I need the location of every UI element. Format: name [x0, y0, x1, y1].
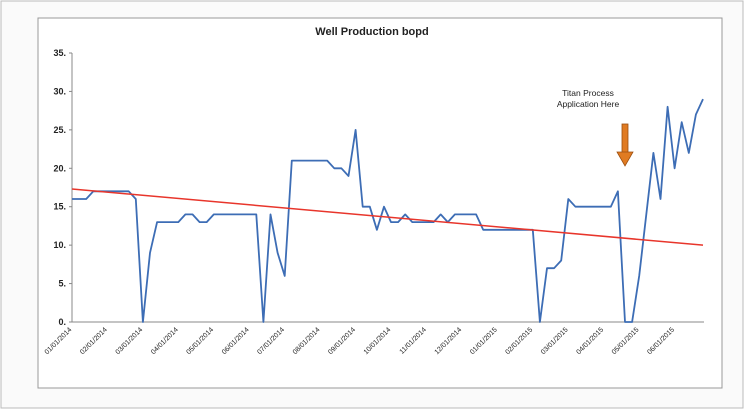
y-tick-label: 5.	[58, 279, 66, 289]
y-tick-label: 20.	[53, 163, 66, 173]
y-tick-label: 0.	[58, 317, 66, 327]
y-tick-label: 35.	[53, 48, 66, 58]
y-tick-label: 15.	[53, 202, 66, 212]
y-tick-label: 30.	[53, 86, 66, 96]
arrow	[616, 123, 634, 167]
y-tick-label: 10.	[53, 240, 66, 250]
chart-area	[37, 17, 723, 389]
production-line	[72, 98, 704, 323]
y-tick-label: 25.	[53, 125, 66, 135]
annotation: Titan Process Application Here	[557, 88, 620, 109]
chart-title: Well Production bopd	[315, 26, 428, 38]
trend-line	[71, 188, 704, 246]
